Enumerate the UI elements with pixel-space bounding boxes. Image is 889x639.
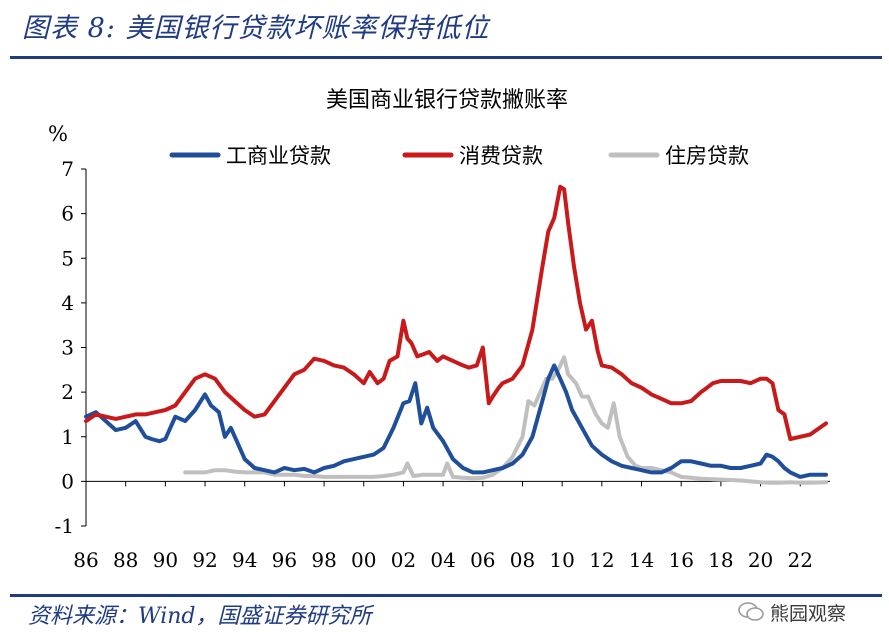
watermark: 熊园观察 (738, 594, 846, 630)
legend-label-2: 消费贷款 (459, 144, 543, 168)
x-tick-label: 08 (510, 548, 535, 572)
x-tick-label: 18 (708, 548, 733, 572)
footer-divider (10, 594, 882, 597)
x-tick-label: 06 (470, 548, 495, 572)
x-tick-label: 88 (113, 548, 138, 572)
legend-label-3: 住房贷款 (665, 144, 749, 168)
x-tick-label: 92 (192, 548, 217, 572)
x-tick-label: 94 (232, 548, 257, 572)
series-line-1 (84, 363, 828, 479)
series-line-3 (183, 355, 828, 485)
y-tick-label: 3 (61, 336, 74, 360)
x-tick-label: 98 (311, 548, 336, 572)
series-line-2 (84, 184, 828, 441)
source-note: 资料来源：Wind，国盛证券研究所 (28, 604, 372, 629)
x-tick-label: 04 (430, 548, 455, 572)
y-tick-label: 4 (61, 291, 74, 315)
chart-title: 美国商业银行贷款撇账率 (326, 88, 568, 113)
x-tick-label: 20 (748, 548, 773, 572)
x-tick-label: 02 (391, 548, 416, 572)
wechat-icon (738, 602, 764, 621)
x-tick-label: 14 (629, 548, 654, 572)
y-tick-label: 5 (61, 246, 74, 270)
x-tick-label: 12 (589, 548, 614, 572)
x-tick-label: 90 (153, 548, 178, 572)
x-tick-label: 10 (549, 548, 574, 572)
y-tick-label: 7 (61, 157, 74, 181)
series-layer (84, 184, 828, 485)
y-tick-label: -1 (55, 514, 74, 538)
x-tick-label: 86 (73, 548, 98, 572)
x-tick-label: 16 (668, 548, 693, 572)
y-tick-label: 0 (61, 469, 74, 493)
x-tick-label: 00 (351, 548, 376, 572)
y-axis-label: % (48, 122, 68, 146)
y-tick-label: 1 (61, 425, 74, 449)
legend-label-1: 工商业贷款 (226, 144, 331, 168)
x-tick-label: 22 (788, 548, 813, 572)
y-tick-label: 6 (61, 202, 74, 226)
x-tick-label: 96 (272, 548, 297, 572)
watermark-label: 熊园观察 (770, 602, 847, 625)
legend: 工商业贷款 消费贷款 住房贷款 (169, 144, 749, 168)
page-title: 图表 8: 美国银行贷款坏账率保持低位 (22, 13, 490, 44)
y-tick-label: 2 (61, 380, 74, 404)
header-divider (10, 56, 882, 59)
